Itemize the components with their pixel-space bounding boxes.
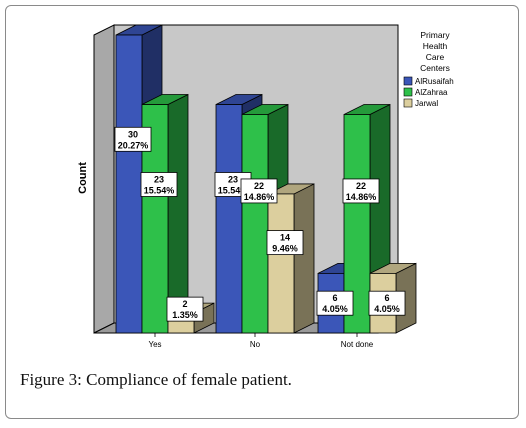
bar-front	[267, 193, 295, 334]
figure-number: Figure 3:	[20, 370, 82, 389]
figure-caption: Figure 3: Compliance of female patient.	[20, 370, 292, 390]
legend-label-alzahraa: AlZahraa	[415, 88, 448, 97]
data-label-percent: 15.54%	[218, 185, 249, 195]
legend-title-line: Centers	[420, 63, 450, 73]
side-wall	[93, 24, 115, 334]
bar-front	[241, 114, 269, 334]
data-label-jarwal-yes: 21.35%	[166, 296, 204, 322]
bar-jarwal-no	[267, 183, 315, 334]
legend-label-alrusaifah: AlRusaifah	[415, 77, 454, 86]
data-label-box	[368, 290, 406, 316]
data-label-count: 23	[228, 174, 238, 184]
data-label-percent: 9.46%	[272, 244, 298, 254]
legend-swatch-jarwal	[403, 98, 413, 108]
x-tick-label-no: No	[250, 340, 261, 349]
figure-caption-text: Compliance of female patient.	[86, 370, 292, 389]
data-label-count: 14	[280, 233, 290, 243]
data-label-percent: 4.05%	[322, 304, 348, 314]
data-label-count: 30	[128, 129, 138, 139]
data-label-percent: 20.27%	[118, 140, 149, 150]
data-label-box	[166, 296, 204, 322]
data-label-box	[316, 290, 354, 316]
data-label-count: 22	[254, 181, 264, 191]
bar-side	[293, 183, 315, 334]
data-label-count: 22	[356, 181, 366, 191]
legend-swatch-alzahraa	[403, 87, 413, 97]
legend-title-line: Care	[426, 52, 445, 62]
legend-title-line: Health	[423, 41, 448, 51]
data-label-count: 6	[332, 293, 337, 303]
data-label-box	[140, 172, 178, 197]
data-label-percent: 4.05%	[374, 304, 400, 314]
data-label-box	[114, 126, 152, 152]
data-label-count: 23	[154, 174, 164, 184]
data-label-percent: 1.35%	[172, 310, 198, 320]
legend-label-jarwal: Jarwal	[415, 99, 438, 108]
legend-title-line: Primary	[420, 30, 450, 40]
legend-swatch-alrusaifah	[403, 76, 413, 86]
bar-front	[115, 34, 143, 334]
data-label-jarwal-no: 149.46%	[266, 230, 304, 256]
x-tick-label-not-done: Not done	[341, 340, 374, 349]
data-label-percent: 14.86%	[346, 192, 377, 202]
data-label-jarwal-not-done: 64.05%	[368, 290, 406, 316]
x-tick-label-yes: Yes	[148, 340, 161, 349]
data-label-box	[266, 230, 304, 256]
x-axis: Yes No Not done	[148, 333, 374, 349]
data-label-count: 6	[384, 293, 389, 303]
y-axis-label: Count	[77, 162, 89, 194]
data-label-box	[240, 178, 278, 204]
data-label-count: 2	[182, 299, 187, 309]
data-label-percent: 14.86%	[244, 192, 275, 202]
data-label-box	[342, 178, 380, 204]
data-label-alrusaifah-not-done: 64.05%	[316, 290, 354, 316]
data-label-percent: 15.54%	[144, 185, 175, 195]
bar-front	[215, 104, 243, 334]
